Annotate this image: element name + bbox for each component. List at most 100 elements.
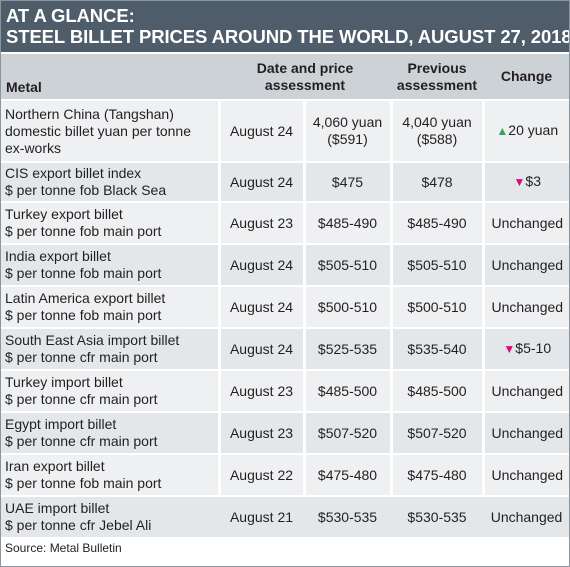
metal-line: $ per tonne cfr main port: [5, 433, 158, 449]
previous-line: $485-500: [407, 382, 467, 399]
metal-line: $ per tonne cfr main port: [5, 349, 158, 365]
metal-line: $ per tonne cfr Jebel Ali: [5, 517, 152, 533]
metal-line: Egypt import billet: [5, 416, 117, 432]
change-cell: ▼$5-10: [483, 328, 570, 371]
title-line-2: STEEL BILLET PRICES AROUND THE WORLD, AU…: [6, 26, 570, 47]
price-line: $500-510: [317, 298, 378, 315]
header-prev-line-1: Previous: [407, 59, 467, 76]
date-cell: August 24: [219, 286, 306, 329]
previous-line: $475-480: [407, 466, 467, 483]
header-change: Change: [483, 54, 570, 101]
price-line: $525-535: [317, 340, 378, 357]
previous-cell: $478: [391, 162, 485, 203]
change-cell: ▲20 yuan: [483, 100, 570, 163]
title-line-1: AT A GLANCE:: [6, 5, 135, 26]
change-value: Unchanged: [490, 508, 563, 525]
metal-line: $ per tonne fob main port: [5, 223, 162, 239]
metal-line: Northern China (Tangshan): [5, 105, 174, 122]
previous-cell: $485-500: [391, 370, 485, 413]
metal-line: $ per tonne cfr main port: [5, 391, 158, 407]
date-cell: August 21: [219, 496, 304, 539]
change-cell: Unchanged: [483, 286, 570, 329]
previous-cell: 4,040 yuan ($588): [391, 100, 485, 163]
change-cell: Unchanged: [483, 454, 570, 497]
price-line: $507-520: [317, 424, 378, 441]
metal-line: domestic billet yuan per tonne: [5, 122, 191, 139]
metal-line: India export billet: [5, 248, 111, 264]
metal-line: UAE import billet: [5, 500, 110, 516]
price-line: $530-535: [317, 508, 378, 525]
metal-cell: India export billet $ per tonne fob main …: [0, 244, 221, 287]
change-value: 20 yuan: [508, 122, 559, 138]
date-cell: August 24: [219, 244, 306, 287]
change-value: Unchanged: [491, 424, 564, 441]
price-line: $485-500: [317, 382, 378, 399]
metal-line: ex-works: [5, 139, 62, 156]
previous-cell: $505-510: [391, 244, 485, 287]
metal-line: CIS export billet index: [5, 165, 142, 181]
metal-cell: UAE import billet $ per tonne cfr Jebel A…: [0, 496, 219, 539]
header-date-price: Date and price assessment: [219, 54, 392, 101]
metal-line: Turkey import billet: [5, 374, 123, 390]
price-line: $475-480: [317, 466, 378, 483]
date-cell: August 24: [219, 328, 306, 371]
previous-line: ($588): [416, 131, 458, 147]
table-row: Iran export billet $ per tonne fob main p…: [0, 454, 570, 497]
metal-cell: Egypt import billet $ per tonne cfr main …: [0, 412, 221, 455]
metal-cell: South East Asia import billet $ per tonne…: [0, 328, 221, 371]
table-row: Turkey import billet $ per tonne cfr main…: [0, 370, 570, 413]
triangle-down-icon: ▼: [513, 175, 526, 189]
table-row: Northern China (Tangshan) domestic billet…: [0, 100, 570, 163]
header-metal: Metal: [0, 54, 219, 101]
table-row: Latin America export billet $ per tonne f…: [0, 286, 570, 329]
price-cell: $507-520: [304, 412, 393, 455]
metal-cell: Turkey import billet $ per tonne cfr main…: [0, 370, 221, 413]
previous-line: $535-540: [407, 340, 467, 357]
metal-line: Iran export billet: [5, 458, 105, 474]
header-prev-line-2: assessment: [396, 76, 478, 93]
change-cell: Unchanged: [483, 496, 570, 539]
metal-cell: CIS export billet index $ per tonne fob B…: [0, 162, 221, 203]
date-cell: August 23: [219, 202, 306, 245]
header-date-line-2: assessment: [264, 76, 346, 93]
previous-cell: $475-480: [391, 454, 485, 497]
table-row: South East Asia import billet $ per tonne…: [0, 328, 570, 371]
previous-line: $485-490: [407, 214, 467, 231]
change-cell: Unchanged: [483, 244, 570, 287]
change-value: Unchanged: [491, 214, 564, 231]
table-row: Egypt import billet $ per tonne cfr main …: [0, 412, 570, 455]
previous-cell: $500-510: [391, 286, 485, 329]
table-row: India export billet $ per tonne fob main …: [0, 244, 570, 287]
date-cell: August 24: [219, 100, 306, 163]
metal-line: $ per tonne fob main port: [5, 475, 162, 491]
metal-cell: Latin America export billet $ per tonne f…: [0, 286, 221, 329]
price-cell: $475: [304, 162, 393, 203]
header-date-line-1: Date and price: [256, 59, 354, 76]
title-banner: AT A GLANCE: STEEL BILLET PRICES AROUND …: [0, 0, 570, 52]
change-value: Unchanged: [491, 382, 564, 399]
metal-cell: Iran export billet $ per tonne fob main p…: [0, 454, 221, 497]
previous-line: $507-520: [407, 424, 467, 441]
change-cell: Unchanged: [483, 202, 570, 245]
metal-line: Latin America export billet: [5, 290, 166, 306]
metal-line: $ per tonne fob main port: [5, 265, 162, 281]
change-value: Unchanged: [491, 298, 564, 315]
previous-cell: $507-520: [391, 412, 485, 455]
price-table: Metal Date and price assessment Previous…: [0, 54, 570, 539]
previous-line: $505-510: [407, 256, 467, 273]
metal-cell: Northern China (Tangshan) domestic billet…: [0, 100, 221, 163]
previous-line: $478: [421, 173, 453, 190]
price-line: 4,060 yuan: [312, 114, 383, 130]
change-value: Unchanged: [491, 466, 564, 483]
previous-line: $530-535: [407, 508, 467, 525]
price-cell: $485-500: [304, 370, 393, 413]
change-cell: Unchanged: [483, 412, 570, 455]
table-row: Turkey export billet $ per tonne fob main…: [0, 202, 570, 245]
previous-line: 4,040 yuan: [402, 114, 472, 130]
metal-line: $ per tonne fob Black Sea: [5, 182, 167, 198]
change-value: $3: [525, 173, 541, 189]
price-cell: 4,060 yuan ($591): [304, 100, 393, 163]
price-line: $505-510: [317, 256, 378, 273]
previous-cell: $530-535: [391, 496, 484, 539]
price-line: $485-490: [317, 214, 378, 231]
